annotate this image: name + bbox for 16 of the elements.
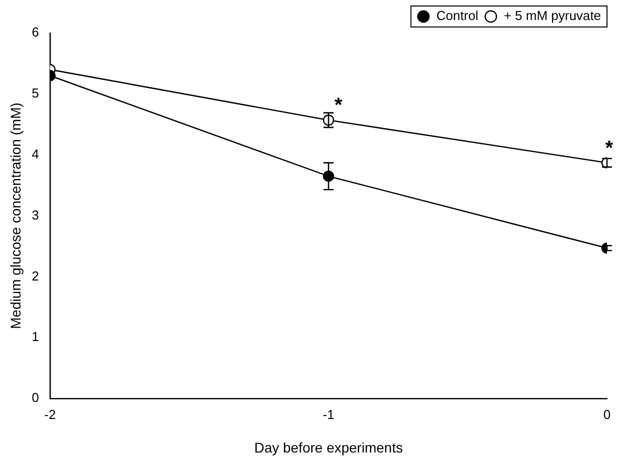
x-axis-title: Day before experiments xyxy=(254,439,403,456)
y-tick-label: 5 xyxy=(32,86,40,101)
y-tick-label: 3 xyxy=(32,207,40,222)
y-tick-label: 2 xyxy=(32,268,40,284)
annotation: * xyxy=(605,137,614,160)
legend-label: + 5 mM pyruvate xyxy=(504,8,602,24)
y-tick-label: 1 xyxy=(32,329,40,344)
legend-label: Control xyxy=(436,8,478,24)
y-tick-label: 4 xyxy=(32,146,40,162)
y-tick-label: 0 xyxy=(32,390,40,406)
x-tick-label: 0 xyxy=(603,406,611,422)
y-tick-label: 6 xyxy=(32,24,40,40)
y-axis-title: Medium glucose concentration (mM) xyxy=(7,102,24,330)
x-tick-label: -2 xyxy=(44,406,56,422)
annotation: * xyxy=(334,94,343,117)
x-tick-label: -1 xyxy=(322,406,334,422)
